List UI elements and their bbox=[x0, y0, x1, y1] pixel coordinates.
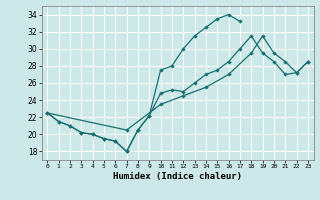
X-axis label: Humidex (Indice chaleur): Humidex (Indice chaleur) bbox=[113, 172, 242, 181]
